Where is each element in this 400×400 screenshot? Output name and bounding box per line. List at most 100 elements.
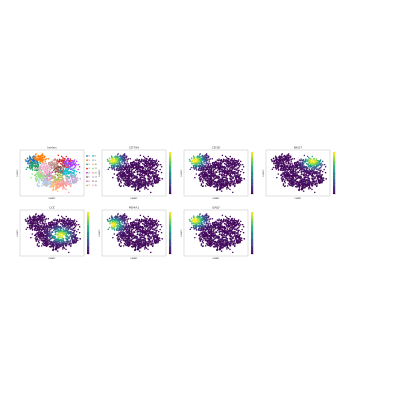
scatter-point (147, 169, 149, 172)
scatter-point (232, 176, 234, 178)
colorbar-segment (333, 170, 336, 172)
scatter-point (69, 179, 72, 182)
scatter-point (290, 158, 292, 160)
scatter-point (297, 181, 300, 183)
scatter-point (55, 186, 57, 189)
scatter-point (64, 168, 67, 170)
scatter-point (302, 190, 305, 192)
scatter-point (55, 178, 58, 180)
y-axis-label: UMAP2 (262, 169, 265, 177)
scatter-point (31, 165, 34, 167)
scatter-point (72, 167, 75, 170)
scatter-point (281, 177, 283, 179)
scatter-point (146, 183, 149, 186)
scatter-point (217, 183, 219, 185)
scatter-point (299, 162, 301, 164)
scatter-point (223, 178, 225, 181)
scatter-point (156, 169, 158, 172)
scatter-point (31, 169, 34, 171)
scatter-point (297, 174, 299, 177)
scatter-point (216, 164, 218, 166)
scatter-point (76, 164, 78, 166)
scatter-point (128, 179, 131, 182)
legend-swatch (86, 171, 88, 174)
scatter-point (224, 160, 227, 163)
scatter-point (320, 165, 323, 167)
scatter-point (40, 179, 42, 181)
colorbar-segment (333, 189, 336, 192)
scatter-point (151, 172, 154, 175)
scatter-point (126, 183, 129, 185)
scatter-point (74, 165, 77, 167)
scatter-point (70, 165, 72, 167)
scatter-point (44, 184, 47, 187)
scatter-point (284, 173, 286, 175)
scatter-point (306, 176, 308, 179)
scatter-point (289, 170, 292, 172)
scatter-point (40, 171, 42, 173)
scatter-point (117, 158, 119, 161)
scatter-point (35, 178, 37, 181)
scatter-point (30, 236, 32, 239)
scatter-point (232, 159, 234, 162)
colorbar-segment (169, 159, 172, 161)
scatter-point (128, 169, 130, 172)
scatter-point (198, 154, 201, 156)
scatter-point (134, 177, 136, 179)
scatter-point (34, 167, 36, 170)
scatter-point (132, 177, 134, 180)
scatter-point (53, 159, 56, 162)
scatter-point (296, 173, 298, 175)
scatter-point (69, 162, 72, 164)
scatter-point (123, 161, 126, 164)
scatter-point (283, 185, 286, 188)
scatter-point (119, 176, 122, 178)
scatter-point (156, 165, 159, 167)
legend-label: 9 (95, 160, 97, 162)
scatter-point (325, 178, 327, 180)
scatter-point (286, 175, 289, 178)
colorbar-segment (169, 168, 172, 171)
scatter-point (68, 176, 70, 178)
scatter-point (240, 164, 242, 166)
scatter-point (150, 182, 152, 184)
scatter-point (71, 176, 74, 179)
legend-swatch (92, 163, 94, 166)
scatter-point (44, 178, 47, 180)
scatter-point (142, 159, 145, 161)
scatter-point (41, 161, 44, 164)
scatter-point (45, 172, 47, 174)
legend-label: 13 (95, 177, 97, 179)
colorbar-segment (251, 188, 254, 190)
scatter-point (127, 179, 130, 181)
scatter-point (270, 158, 273, 161)
scatter-point (317, 178, 320, 181)
scatter-point (30, 167, 32, 169)
colorbar-segment (333, 159, 336, 161)
scatter-point (55, 159, 57, 162)
scatter-point (76, 224, 78, 226)
scatter-point (36, 172, 39, 174)
scatter-point (28, 155, 31, 157)
scatter-point (154, 175, 156, 178)
scatter-point (79, 178, 81, 180)
scatter-point (124, 168, 127, 171)
colorbar-segment (169, 154, 172, 157)
scatter-point (203, 168, 206, 170)
scatter-point (217, 159, 220, 162)
scatter-point (299, 179, 302, 182)
scatter-point (318, 162, 320, 164)
scatter-point (209, 164, 212, 167)
scatter-point (237, 172, 239, 175)
scatter-point (122, 177, 124, 179)
scatter-point (67, 180, 70, 183)
scatter-point (57, 165, 60, 168)
scatter-point (302, 173, 304, 176)
scatter-point (145, 159, 147, 162)
scatter-point (202, 179, 204, 181)
scatter-point (38, 179, 40, 181)
scatter-point (292, 183, 294, 185)
scatter-point (33, 159, 36, 161)
scatter-point (68, 159, 70, 162)
